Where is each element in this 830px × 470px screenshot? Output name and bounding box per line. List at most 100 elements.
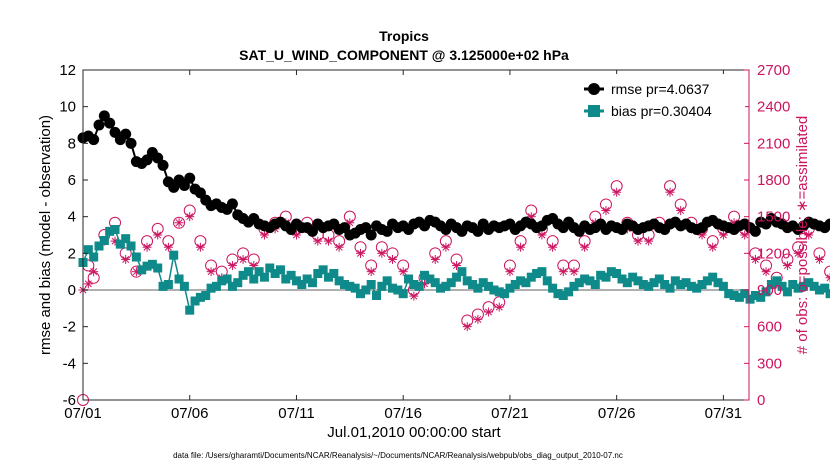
obs-assimilated-point (409, 291, 419, 301)
bias-point (686, 281, 696, 291)
obs-assimilated-point (356, 248, 365, 258)
y-tick-label: 8 (68, 135, 76, 152)
obs-assimilated-point (441, 242, 451, 252)
obs-assimilated-stroke (709, 243, 717, 251)
obs-assimilated-stroke (559, 268, 567, 276)
bias-point (500, 289, 510, 299)
bias-point (420, 270, 430, 280)
x-tick-label: 07/06 (171, 405, 209, 422)
bias-point (313, 269, 323, 278)
bias-point (729, 291, 739, 300)
bias-point (793, 283, 803, 293)
rmse-series-layer (77, 110, 830, 241)
obs-assimilated-point (238, 254, 248, 264)
bias-point (644, 281, 654, 291)
bias-point (804, 278, 814, 288)
bias-point (356, 289, 365, 299)
bias-point (361, 285, 371, 295)
obs-assimilated-point (142, 242, 152, 252)
bias-point (238, 270, 248, 280)
bias-point (436, 283, 446, 293)
obs-assimilated-point (206, 267, 216, 277)
bias-point (174, 274, 184, 284)
y-tick-label: 2 (68, 245, 76, 262)
bias-point (121, 234, 131, 244)
rmse-point (226, 198, 238, 210)
obs-assimilated-point (484, 307, 494, 317)
rmse-point (120, 128, 132, 140)
bias-point (660, 280, 670, 289)
obs-assimilated-stroke (805, 231, 813, 239)
bias-point (452, 272, 462, 282)
bias-point (708, 272, 718, 282)
obs-assimilated-point (793, 248, 803, 258)
bias-point (254, 267, 264, 277)
obs-assimilated-point (259, 230, 269, 240)
bias-point (670, 276, 680, 286)
obs-assimilated-point (665, 187, 675, 197)
bias-point (521, 278, 531, 288)
bias-point (638, 280, 648, 289)
footnote: data file: /Users/gharamti/Documents/NCA… (173, 451, 623, 460)
y-tick-label: -4 (63, 355, 76, 372)
obs-assimilated-point (548, 242, 558, 252)
bias-point (612, 269, 622, 278)
obs-assimilated-stroke (602, 207, 610, 215)
obs-assimilated-point (83, 279, 93, 289)
obs-assimilated-stroke (228, 262, 236, 270)
bias-point (596, 270, 606, 280)
obs-assimilated-stroke (367, 268, 375, 276)
y-right-tick-label: 2400 (757, 99, 790, 116)
obs-assimilated-point (601, 206, 611, 216)
obs-possible-point (824, 265, 830, 278)
bias-point (606, 267, 616, 277)
bias-point (809, 281, 819, 291)
bias-point (265, 263, 275, 273)
bias-point (601, 272, 611, 282)
x-tick-label: 07/16 (384, 405, 422, 422)
obs-assimilated-stroke (485, 308, 493, 316)
y-right-tick-label: 1500 (757, 209, 790, 226)
bias-point (409, 280, 419, 289)
bias-point (697, 280, 707, 289)
bias-point (259, 272, 269, 282)
bias-point (131, 252, 141, 262)
obs-assimilated-point (814, 254, 824, 264)
obs-assimilated-stroke (581, 243, 589, 251)
obs-assimilated-point (163, 242, 173, 252)
bias-point (307, 278, 317, 288)
obs-assimilated-point (676, 206, 686, 216)
bias-point (798, 281, 808, 291)
obs-assimilated-stroke (431, 255, 439, 263)
obs-assimilated-stroke (442, 243, 450, 251)
bias-point (766, 280, 776, 289)
x-tick-label: 07/31 (705, 405, 743, 422)
obs-assimilated-point (804, 230, 814, 240)
obs-assimilated-stroke (335, 243, 343, 251)
bias-point (217, 276, 227, 286)
bias-point (462, 276, 472, 286)
obs-assimilated-point (398, 267, 408, 277)
bias-point (323, 272, 333, 282)
legend-rmse-label: rmse pr=4.0637 (611, 81, 710, 97)
bias-point (94, 241, 104, 251)
bias-point (334, 276, 344, 286)
obs-assimilated-stroke (463, 323, 471, 331)
obs-assimilated-point (334, 242, 344, 252)
x-axis-label: Jul.01,2010 00:00:00 start (327, 424, 501, 441)
obs-assimilated-stroke (260, 231, 268, 239)
bias-point (542, 276, 552, 286)
bias-point (206, 283, 216, 293)
bias-point (147, 259, 157, 269)
bias-point (222, 274, 232, 284)
bias-point (718, 281, 728, 291)
obs-assimilated-stroke (196, 243, 204, 251)
bias-point (654, 274, 664, 284)
obs-assimilated-stroke (207, 268, 215, 276)
obs-assimilated-stroke (570, 268, 578, 276)
obs-assimilated-stroke (474, 315, 482, 323)
obs-assimilated-stroke (549, 243, 557, 251)
bias-point (398, 289, 408, 299)
bias-point (430, 278, 440, 288)
